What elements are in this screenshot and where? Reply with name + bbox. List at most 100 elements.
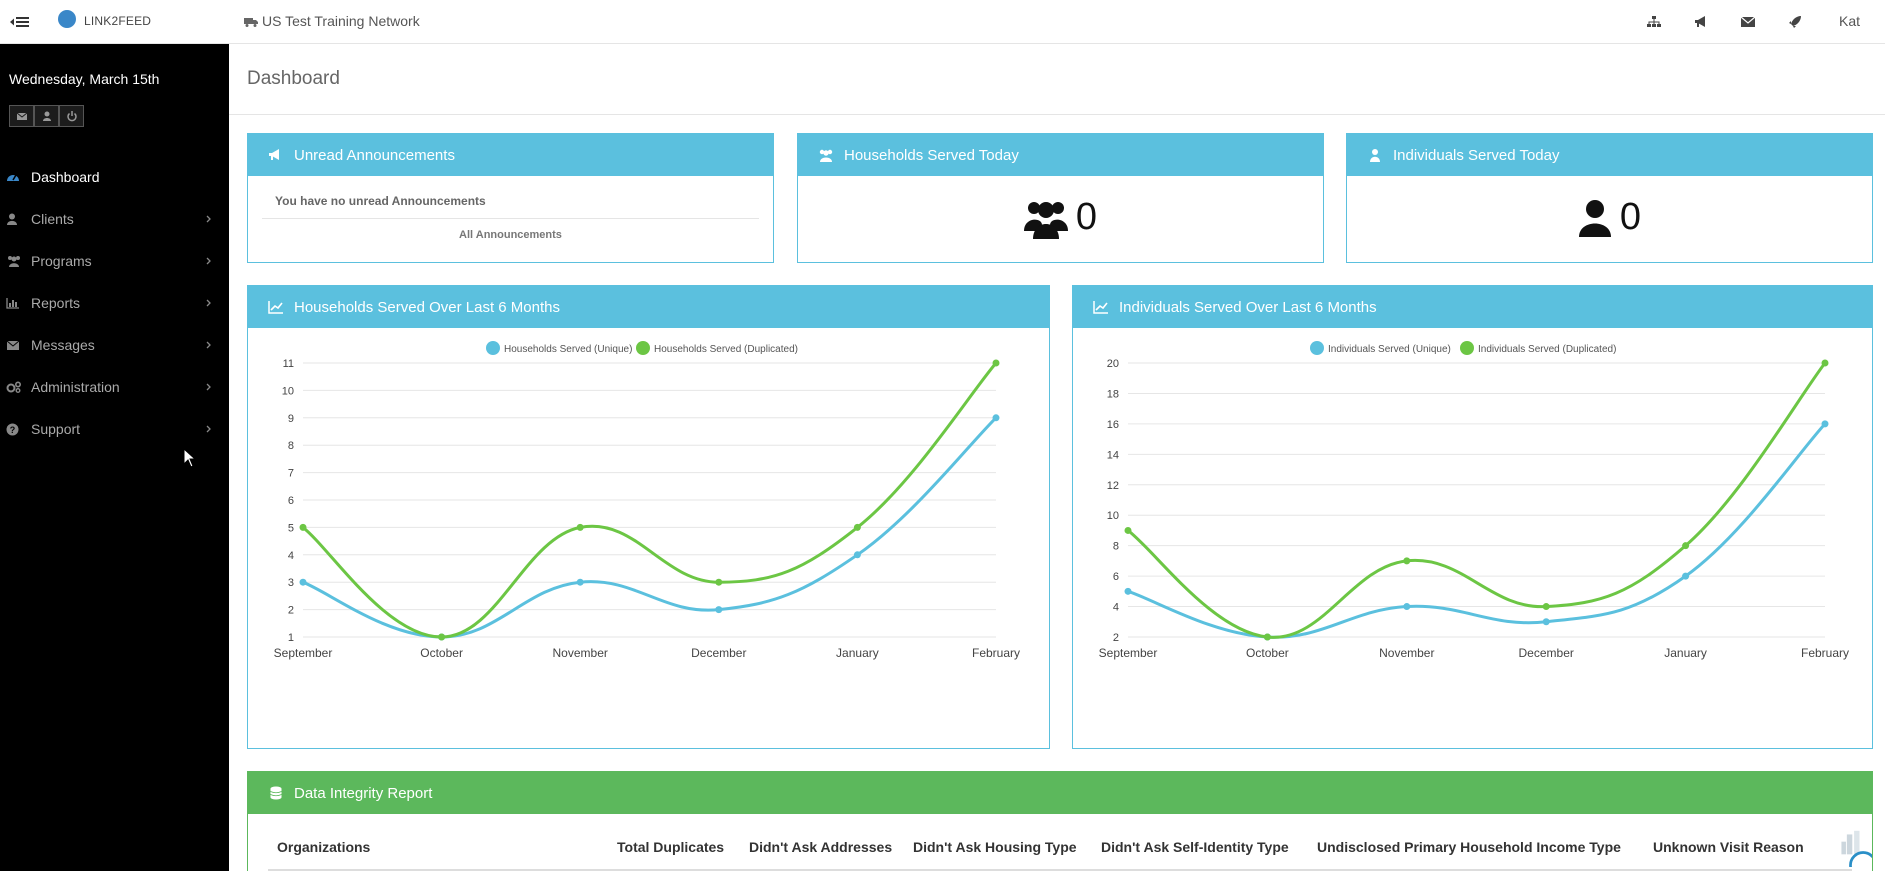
y-tick-label: 2 xyxy=(1113,632,1119,644)
panel-header: Households Served Over Last 6 Months xyxy=(248,286,1049,328)
y-tick-label: 20 xyxy=(1107,358,1119,370)
x-tick-label: September xyxy=(1099,646,1158,660)
power-icon xyxy=(66,111,77,122)
households-today-count: 0 xyxy=(1075,196,1098,238)
panel-title: Unread Announcements xyxy=(294,146,455,164)
sidebar-item-label: Clients xyxy=(31,211,74,227)
sidebar-item-reports[interactable]: Reports xyxy=(0,282,229,324)
sidebar-item-programs[interactable]: Programs xyxy=(0,240,229,282)
empty-state-text: You have no unread Announcements xyxy=(275,194,486,208)
users-icon xyxy=(819,149,833,162)
data-point xyxy=(1542,603,1550,611)
envelope-icon[interactable] xyxy=(1739,13,1757,31)
user-icon xyxy=(7,213,17,225)
y-tick-label: 6 xyxy=(288,495,294,507)
logo-text[interactable]: LINK2FEED xyxy=(84,14,152,28)
y-tick-label: 16 xyxy=(1107,419,1119,431)
user-menu[interactable]: Kat xyxy=(1838,13,1860,29)
bar-chart-icon xyxy=(6,298,19,309)
y-tick-label: 7 xyxy=(288,468,294,480)
households-line-chart: 1 2 3 4 5 6 7 8 9 10 11 September October November Dec… xyxy=(274,341,1020,660)
x-tick-label: February xyxy=(972,646,1020,660)
y-tick-label: 8 xyxy=(1113,541,1119,553)
sidebar-item-label: Administration xyxy=(31,379,120,395)
rocket-icon[interactable] xyxy=(1786,13,1804,31)
bullhorn-icon xyxy=(269,149,279,160)
legend-label: Households Served (Duplicated) xyxy=(654,344,798,355)
y-tick-label: 1 xyxy=(288,632,294,644)
help-widget-icon[interactable] xyxy=(1838,829,1872,867)
legend-marker xyxy=(636,341,650,355)
chevron-right-icon xyxy=(206,341,211,349)
households-today-stat: 0 xyxy=(798,196,1323,239)
x-tick-label: December xyxy=(691,646,746,660)
network-selector[interactable]: US Test Training Network xyxy=(244,13,420,29)
column-header[interactable]: Total Duplicates xyxy=(617,839,725,855)
data-point xyxy=(1403,603,1411,611)
column-header[interactable]: Undisclosed Primary Household Income Typ… xyxy=(1317,839,1621,855)
households-today-panel: Households Served Today 0 xyxy=(797,133,1324,263)
sidebar-item-label: Dashboard xyxy=(31,169,100,185)
panel-header: Unread Announcements xyxy=(248,134,773,176)
column-header[interactable]: Didn't Ask Self-Identity Type xyxy=(1101,839,1289,855)
envelope-icon xyxy=(16,112,27,120)
panel-header: Individuals Served Over Last 6 Months xyxy=(1073,286,1872,328)
truck-icon xyxy=(244,18,258,27)
y-tick-label: 10 xyxy=(1107,510,1119,522)
sidebar-toggle-icon[interactable] xyxy=(7,12,31,32)
y-tick-label: 2 xyxy=(288,605,294,617)
data-point xyxy=(1263,633,1271,641)
sidebar-item-label: Programs xyxy=(31,253,92,269)
sidebar-item-messages[interactable]: Messages xyxy=(0,324,229,366)
data-point xyxy=(299,523,307,531)
logout-button[interactable] xyxy=(59,105,84,127)
users-icon xyxy=(1023,201,1068,239)
data-point xyxy=(1821,359,1829,367)
column-header[interactable]: Organizations xyxy=(277,839,371,855)
dashboard-icon xyxy=(7,174,19,181)
messages-button[interactable] xyxy=(9,105,34,127)
y-tick-label: 4 xyxy=(1113,602,1119,614)
sidebar-item-support[interactable]: ? Support xyxy=(0,408,229,450)
legend-label: Individuals Served (Duplicated) xyxy=(1478,344,1616,355)
sidebar-item-dashboard[interactable]: Dashboard xyxy=(0,156,229,198)
data-point xyxy=(1403,557,1411,565)
chevron-right-icon xyxy=(206,257,211,265)
divider xyxy=(262,218,759,219)
y-tick-label: 11 xyxy=(283,358,294,370)
data-point xyxy=(992,359,1000,367)
logo-icon[interactable] xyxy=(58,10,76,28)
column-header[interactable]: Didn't Ask Housing Type xyxy=(913,839,1077,855)
quick-actions xyxy=(9,105,84,127)
column-header[interactable]: Didn't Ask Addresses xyxy=(749,839,893,855)
sidebar-item-clients[interactable]: Clients xyxy=(0,198,229,240)
line-chart-icon xyxy=(1093,301,1108,314)
sidebar-item-administration[interactable]: Administration xyxy=(0,366,229,408)
x-tick-label: October xyxy=(1246,646,1289,660)
chevron-right-icon xyxy=(206,383,211,391)
envelope-icon xyxy=(6,340,20,350)
y-tick-label: 12 xyxy=(1107,480,1119,492)
chevron-right-icon xyxy=(206,425,211,433)
user-icon xyxy=(1370,149,1380,162)
y-tick-label: 5 xyxy=(288,522,294,534)
sidebar: Wednesday, March 15th Dashboard Clients … xyxy=(0,44,229,871)
question-circle-icon: ? xyxy=(6,423,19,435)
database-icon xyxy=(270,786,282,800)
column-header[interactable]: Unknown Visit Reason xyxy=(1653,839,1804,855)
announcements-panel: Unread Announcements You have no unread … xyxy=(247,133,774,263)
sitemap-icon[interactable] xyxy=(1645,13,1663,31)
all-announcements-link[interactable]: All Announcements xyxy=(459,229,562,241)
user-icon xyxy=(1578,199,1611,237)
households-chart-panel: Households Served Over Last 6 Months 1 2 3… xyxy=(247,285,1050,749)
x-tick-label: January xyxy=(836,646,879,660)
y-tick-label: 9 xyxy=(288,413,294,425)
panel-header: Individuals Served Today xyxy=(1347,134,1872,176)
user-icon xyxy=(42,111,51,121)
bullhorn-icon[interactable] xyxy=(1692,13,1710,31)
profile-button[interactable] xyxy=(34,105,59,127)
chevron-right-icon xyxy=(206,215,211,223)
table-header: Organizations Total Duplicates Didn't As… xyxy=(248,814,1872,864)
y-tick-label: 6 xyxy=(1113,571,1119,583)
data-point xyxy=(853,551,861,559)
